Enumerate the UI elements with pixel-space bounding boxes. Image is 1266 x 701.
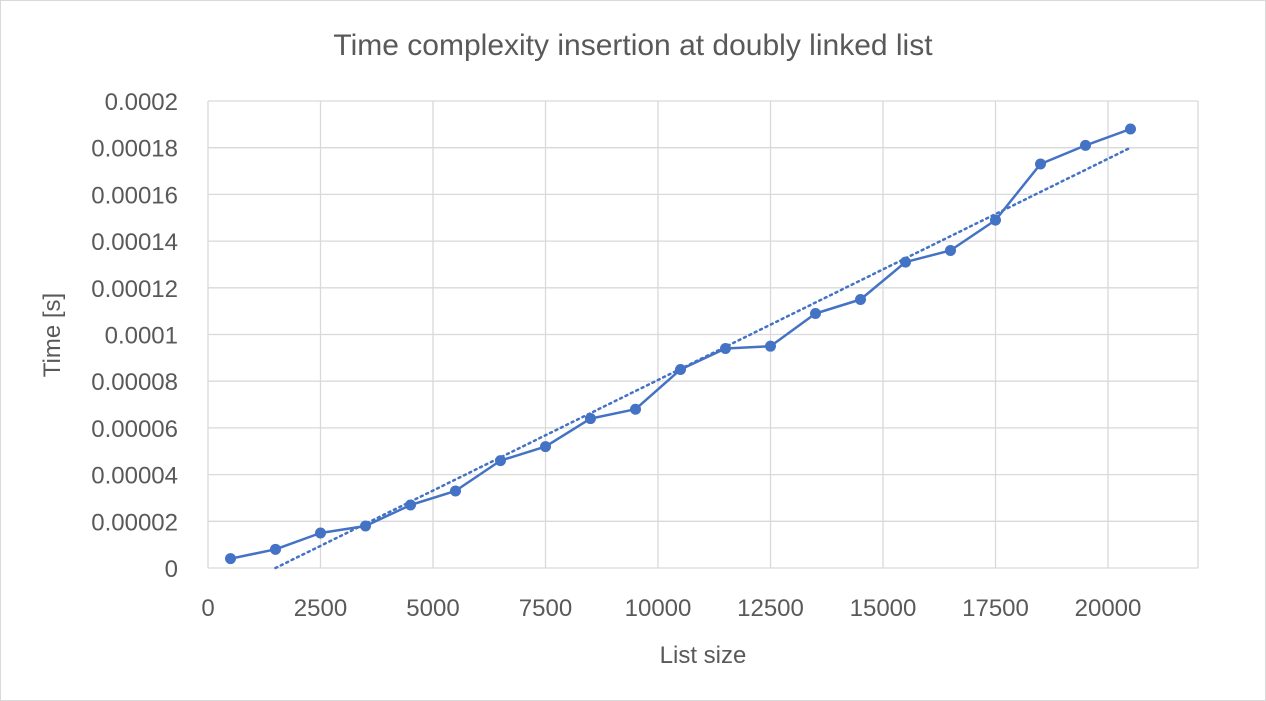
data-point [720,343,731,355]
data-point [540,441,551,453]
y-tick-label: 0.0001 [105,323,178,350]
y-tick-labels: 0 0.00002 0.00004 0.00006 0.00008 0.0001 0.000… [91,89,178,583]
data-point [990,214,1001,226]
y-tick-label: 0.00008 [91,369,178,396]
x-tick-label: 5000 [406,595,459,622]
data-point [1125,123,1136,135]
data-point [630,403,641,415]
x-tick-label: 0 [201,595,214,622]
data-point [360,520,371,532]
y-tick-label: 0.00018 [91,136,178,163]
x-tick-label: 17500 [962,595,1029,622]
y-tick-label: 0 [165,556,178,583]
data-point [450,485,461,497]
y-tick-label: 0.0002 [105,89,178,116]
data-point [225,553,236,565]
data-point [900,256,911,268]
series-group [225,123,1136,565]
y-tick-label: 0.00016 [91,182,178,209]
x-tick-labels: 0 2500 5000 7500 10000 12500 15000 17500 20000 [201,595,1141,622]
y-tick-label: 0.00002 [91,509,178,536]
data-point [270,543,281,555]
data-point [945,244,956,256]
data-point [765,340,776,352]
y-tick-label: 0.00006 [91,416,178,443]
data-point [810,307,821,319]
y-tick-label: 0.00014 [91,229,178,256]
chart-title: Time complexity insertion at doubly link… [333,29,933,62]
y-tick-label: 0.00012 [91,276,178,303]
data-point [855,293,866,305]
data-point [675,364,686,376]
x-axis-title: List size [660,642,747,669]
data-point [405,499,416,511]
x-tick-label: 2500 [294,595,347,622]
x-tick-label: 10000 [625,595,692,622]
y-axis-title: Time [s] [39,293,66,377]
data-point [315,527,326,539]
data-point [1035,158,1046,170]
x-tick-label: 15000 [850,595,917,622]
x-tick-label: 12500 [737,595,804,622]
data-point [585,413,596,425]
x-tick-label: 20000 [1075,595,1142,622]
data-point [1080,139,1091,151]
x-tick-label: 7500 [519,595,572,622]
y-tick-label: 0.00004 [91,463,178,490]
gridlines [207,100,1199,569]
data-point [495,455,506,467]
